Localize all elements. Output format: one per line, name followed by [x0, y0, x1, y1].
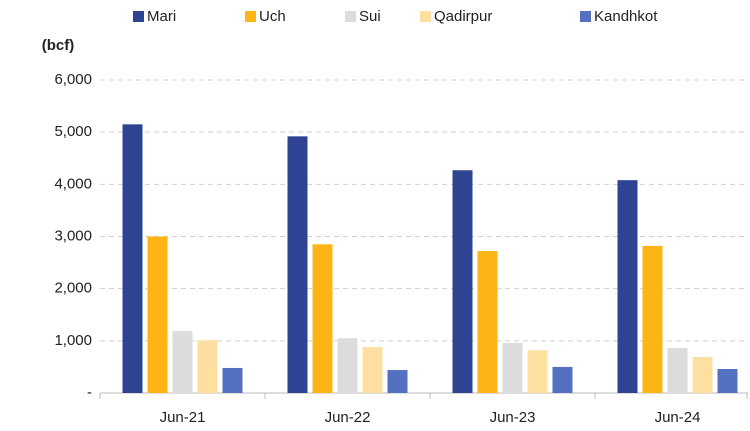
- legend-label: Uch: [259, 8, 286, 25]
- bar: [122, 124, 143, 393]
- legend-label: Sui: [359, 8, 381, 25]
- bar: [552, 366, 573, 393]
- y-axis-label: (bcf): [42, 37, 75, 54]
- bar: [477, 251, 498, 393]
- bar: [222, 367, 243, 393]
- bar: [452, 170, 473, 393]
- y-tick-label: 1,000: [54, 332, 92, 349]
- bar: [197, 340, 218, 393]
- bar: [387, 370, 408, 393]
- x-tick-label: Jun-23: [490, 409, 536, 426]
- x-tick-label: Jun-24: [655, 409, 701, 426]
- legend-label: Mari: [147, 8, 176, 25]
- bar: [692, 357, 713, 393]
- bar: [667, 348, 688, 393]
- legend-swatch: [420, 11, 431, 22]
- legend-swatch: [133, 11, 144, 22]
- legend-label: Kandhkot: [594, 8, 658, 25]
- x-tick-label: Jun-21: [160, 409, 206, 426]
- x-tick-label: Jun-22: [325, 409, 371, 426]
- legend-swatch: [580, 11, 591, 22]
- bar: [502, 342, 523, 393]
- bar: [337, 338, 358, 393]
- bar: [312, 244, 333, 393]
- bar: [362, 347, 383, 393]
- y-tick-label: 5,000: [54, 123, 92, 140]
- y-tick-label: -: [87, 384, 92, 401]
- bar: [147, 236, 168, 393]
- legend-swatch: [345, 11, 356, 22]
- bar: [717, 369, 738, 393]
- legend-swatch: [245, 11, 256, 22]
- bar: [642, 245, 663, 393]
- y-tick-label: 4,000: [54, 175, 92, 192]
- y-tick-label: 3,000: [54, 227, 92, 244]
- bar: [172, 330, 193, 393]
- legend-label: Qadirpur: [434, 8, 492, 25]
- y-tick-label: 6,000: [54, 71, 92, 88]
- bar: [527, 350, 548, 393]
- y-tick-label: 2,000: [54, 280, 92, 297]
- bar: [617, 180, 638, 393]
- bar: [287, 136, 308, 393]
